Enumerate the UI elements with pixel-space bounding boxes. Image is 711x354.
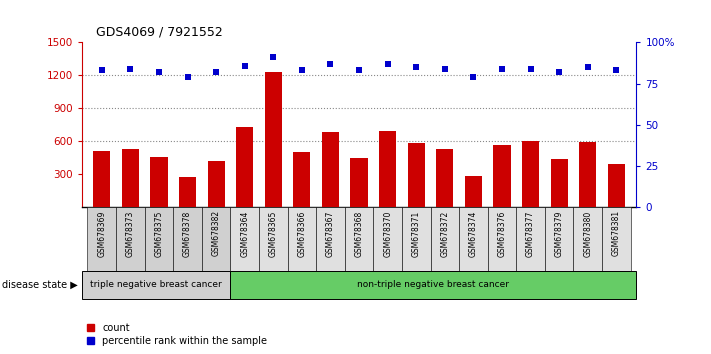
Text: GSM678367: GSM678367 — [326, 210, 335, 257]
Text: GSM678374: GSM678374 — [469, 210, 478, 257]
Bar — [579, 142, 597, 207]
Point — [96, 68, 107, 73]
Bar — [522, 141, 539, 207]
Bar — [322, 132, 339, 207]
Bar — [465, 176, 482, 207]
Point — [611, 68, 622, 73]
Text: GSM678375: GSM678375 — [154, 210, 164, 257]
Bar — [431, 207, 459, 271]
Text: GSM678372: GSM678372 — [440, 210, 449, 257]
Point — [182, 74, 193, 80]
Bar — [437, 149, 454, 207]
Text: GSM678378: GSM678378 — [183, 210, 192, 257]
Bar — [402, 207, 431, 271]
Bar — [488, 207, 516, 271]
Point — [239, 63, 250, 68]
Point — [439, 66, 451, 72]
Bar — [230, 271, 636, 299]
Bar — [545, 207, 574, 271]
Bar — [202, 207, 230, 271]
Bar — [373, 207, 402, 271]
Bar — [407, 143, 424, 207]
Point — [582, 64, 594, 70]
Point — [525, 66, 536, 72]
Bar — [608, 164, 625, 207]
Text: GSM678368: GSM678368 — [355, 210, 363, 257]
Text: GSM678371: GSM678371 — [412, 210, 421, 257]
Bar — [264, 72, 282, 207]
Point — [267, 55, 279, 60]
Text: disease state ▶: disease state ▶ — [2, 280, 78, 290]
Bar — [82, 271, 230, 299]
Bar — [345, 207, 373, 271]
Point — [353, 68, 365, 73]
Bar — [493, 144, 510, 207]
Bar — [550, 159, 568, 207]
Bar — [150, 156, 168, 207]
Bar — [173, 207, 202, 271]
Bar — [179, 177, 196, 207]
Bar — [122, 149, 139, 207]
Bar — [144, 207, 173, 271]
Text: GSM678373: GSM678373 — [126, 210, 135, 257]
Bar — [294, 152, 311, 207]
Bar — [87, 207, 116, 271]
Text: GSM678379: GSM678379 — [555, 210, 564, 257]
Point — [296, 68, 308, 73]
Text: non-triple negative breast cancer: non-triple negative breast cancer — [358, 280, 509, 290]
Bar — [574, 207, 602, 271]
Bar — [516, 207, 545, 271]
Text: triple negative breast cancer: triple negative breast cancer — [90, 280, 222, 290]
Point — [325, 61, 336, 67]
Text: GSM678370: GSM678370 — [383, 210, 392, 257]
Bar — [208, 161, 225, 207]
Text: GSM678382: GSM678382 — [212, 210, 220, 256]
Bar — [316, 207, 345, 271]
Bar — [459, 207, 488, 271]
Point — [410, 64, 422, 70]
Text: GSM678380: GSM678380 — [583, 210, 592, 257]
Bar — [236, 127, 253, 207]
Text: GSM678364: GSM678364 — [240, 210, 250, 257]
Point — [124, 66, 136, 72]
Text: GSM678381: GSM678381 — [612, 210, 621, 256]
Bar — [259, 207, 287, 271]
Bar — [116, 207, 144, 271]
Point — [496, 66, 508, 72]
Text: GSM678376: GSM678376 — [498, 210, 506, 257]
Text: GSM678366: GSM678366 — [297, 210, 306, 257]
Bar — [287, 207, 316, 271]
Text: GSM678377: GSM678377 — [526, 210, 535, 257]
Legend: count, percentile rank within the sample: count, percentile rank within the sample — [87, 323, 267, 346]
Point — [382, 61, 393, 67]
Bar — [230, 207, 259, 271]
Point — [210, 69, 222, 75]
Text: GSM678365: GSM678365 — [269, 210, 278, 257]
Point — [553, 69, 565, 75]
Text: GDS4069 / 7921552: GDS4069 / 7921552 — [96, 26, 223, 39]
Point — [154, 69, 165, 75]
Text: GSM678369: GSM678369 — [97, 210, 106, 257]
Point — [468, 74, 479, 80]
Bar — [602, 207, 631, 271]
Bar — [351, 158, 368, 207]
Bar — [93, 151, 110, 207]
Bar — [379, 131, 396, 207]
